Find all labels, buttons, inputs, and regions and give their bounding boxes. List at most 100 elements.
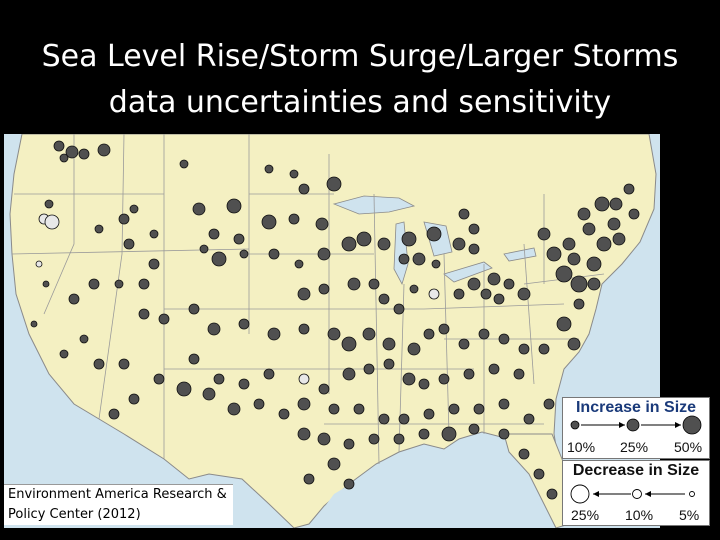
- increase-marker: [298, 183, 310, 195]
- increase-marker: [297, 397, 311, 411]
- increase-marker: [328, 403, 340, 415]
- legend-decrease: Decrease in Size 25% 10% 5%: [562, 460, 710, 526]
- increase-marker: [426, 226, 442, 242]
- increase-marker: [59, 153, 69, 163]
- increase-marker: [562, 237, 576, 251]
- decrease-marker: [35, 260, 43, 268]
- gulf-of-mexico: [309, 456, 549, 528]
- increase-marker: [149, 229, 159, 239]
- increase-marker: [318, 383, 330, 395]
- increase-marker: [253, 398, 265, 410]
- increase-marker: [368, 433, 380, 445]
- credit-line-1: Environment America Research &: [8, 487, 227, 502]
- increase-marker: [498, 333, 510, 345]
- decrease-marker: [44, 214, 60, 230]
- increase-marker: [467, 277, 481, 291]
- increase-marker: [138, 308, 150, 320]
- increase-marker: [393, 433, 405, 445]
- increase-marker: [407, 342, 421, 356]
- increase-marker: [513, 368, 525, 380]
- increase-marker: [261, 214, 277, 230]
- legend-decrease-marker-10: [632, 489, 642, 499]
- increase-marker: [383, 358, 395, 370]
- increase-marker: [488, 363, 500, 375]
- increase-marker: [378, 293, 390, 305]
- increase-marker: [546, 246, 562, 262]
- decrease-marker: [428, 288, 440, 300]
- increase-marker: [128, 393, 140, 405]
- increase-marker: [518, 343, 530, 355]
- increase-marker: [573, 298, 585, 310]
- increase-marker: [239, 249, 249, 259]
- increase-marker: [596, 236, 612, 252]
- increase-marker: [594, 196, 610, 212]
- increase-marker: [268, 248, 280, 260]
- increase-marker: [298, 323, 310, 335]
- increase-marker: [65, 145, 79, 159]
- title-line-1: Sea Level Rise/Storm Surge/Larger Storms: [41, 39, 679, 74]
- increase-marker: [288, 213, 300, 225]
- increase-marker: [59, 349, 69, 359]
- increase-marker: [468, 223, 480, 235]
- increase-marker: [233, 233, 245, 245]
- increase-marker: [609, 197, 623, 211]
- increase-marker: [123, 238, 135, 250]
- increase-marker: [409, 284, 419, 294]
- increase-marker: [362, 327, 376, 341]
- increase-marker: [523, 413, 535, 425]
- increase-marker: [377, 237, 391, 251]
- increase-marker: [401, 231, 417, 247]
- increase-marker: [188, 303, 200, 315]
- legend-increase-marker-10: [570, 420, 580, 430]
- increase-marker: [393, 303, 405, 315]
- increase-marker: [53, 140, 65, 152]
- increase-marker: [297, 287, 311, 301]
- legend-decrease-marker-5: [689, 491, 695, 497]
- increase-marker: [623, 183, 635, 195]
- increase-marker: [438, 373, 450, 385]
- increase-marker: [423, 408, 435, 420]
- increase-marker: [317, 432, 331, 446]
- increase-marker: [533, 468, 545, 480]
- legend-increase: Increase in Size 10% 25% 50%: [562, 397, 710, 459]
- increase-marker: [148, 258, 160, 270]
- increase-marker: [79, 334, 89, 344]
- increase-marker: [556, 316, 572, 332]
- increase-marker: [612, 232, 626, 246]
- increase-marker: [158, 313, 170, 325]
- increase-marker: [586, 256, 602, 272]
- increase-marker: [343, 438, 355, 450]
- increase-marker: [343, 478, 355, 490]
- increase-marker: [30, 320, 38, 328]
- increase-marker: [238, 318, 250, 330]
- lake-erie: [443, 261, 493, 283]
- increase-marker: [628, 208, 640, 220]
- legend-decrease-label-5: 5%: [679, 507, 700, 523]
- increase-marker: [431, 259, 441, 269]
- increase-marker: [176, 381, 192, 397]
- increase-marker: [418, 428, 430, 440]
- us-map: [4, 134, 660, 528]
- increase-marker: [463, 368, 475, 380]
- legend-increase-symbols: [570, 415, 702, 435]
- increase-marker: [118, 213, 130, 225]
- increase-marker: [567, 337, 581, 351]
- increase-marker: [68, 293, 80, 305]
- increase-marker: [458, 208, 470, 220]
- increase-marker: [412, 252, 426, 266]
- increase-marker: [473, 403, 485, 415]
- increase-marker: [208, 228, 220, 240]
- increase-marker: [555, 265, 573, 283]
- source-credit: Environment America Research & Policy Ce…: [4, 484, 233, 525]
- increase-marker: [202, 387, 216, 401]
- increase-marker: [263, 368, 275, 380]
- increase-marker: [498, 428, 510, 440]
- decrease-marker: [298, 373, 310, 385]
- increase-marker: [398, 253, 410, 265]
- legend-increase-label-50: 50%: [674, 439, 703, 455]
- increase-marker: [179, 159, 189, 169]
- increase-marker: [317, 247, 331, 261]
- increase-marker: [363, 363, 375, 375]
- increase-marker: [78, 148, 90, 160]
- increase-marker: [518, 448, 530, 460]
